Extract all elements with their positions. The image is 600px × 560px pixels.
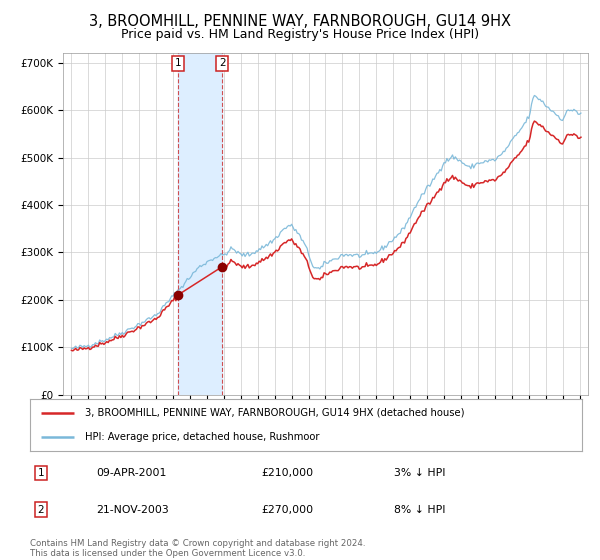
Text: £270,000: £270,000 xyxy=(262,505,314,515)
Text: 3% ↓ HPI: 3% ↓ HPI xyxy=(394,468,446,478)
Text: 3, BROOMHILL, PENNINE WAY, FARNBOROUGH, GU14 9HX (detached house): 3, BROOMHILL, PENNINE WAY, FARNBOROUGH, … xyxy=(85,408,465,418)
Text: 1: 1 xyxy=(175,58,181,68)
Text: 09-APR-2001: 09-APR-2001 xyxy=(96,468,167,478)
Text: 2: 2 xyxy=(38,505,44,515)
Text: 8% ↓ HPI: 8% ↓ HPI xyxy=(394,505,446,515)
Text: 2: 2 xyxy=(219,58,226,68)
Text: HPI: Average price, detached house, Rushmoor: HPI: Average price, detached house, Rush… xyxy=(85,432,320,442)
Text: Contains HM Land Registry data © Crown copyright and database right 2024.
This d: Contains HM Land Registry data © Crown c… xyxy=(30,539,365,558)
Text: 3, BROOMHILL, PENNINE WAY, FARNBOROUGH, GU14 9HX: 3, BROOMHILL, PENNINE WAY, FARNBOROUGH, … xyxy=(89,14,511,29)
Text: 1: 1 xyxy=(38,468,44,478)
Text: £210,000: £210,000 xyxy=(262,468,314,478)
Text: 21-NOV-2003: 21-NOV-2003 xyxy=(96,505,169,515)
Bar xyxy=(178,53,222,395)
Text: Price paid vs. HM Land Registry's House Price Index (HPI): Price paid vs. HM Land Registry's House … xyxy=(121,28,479,41)
